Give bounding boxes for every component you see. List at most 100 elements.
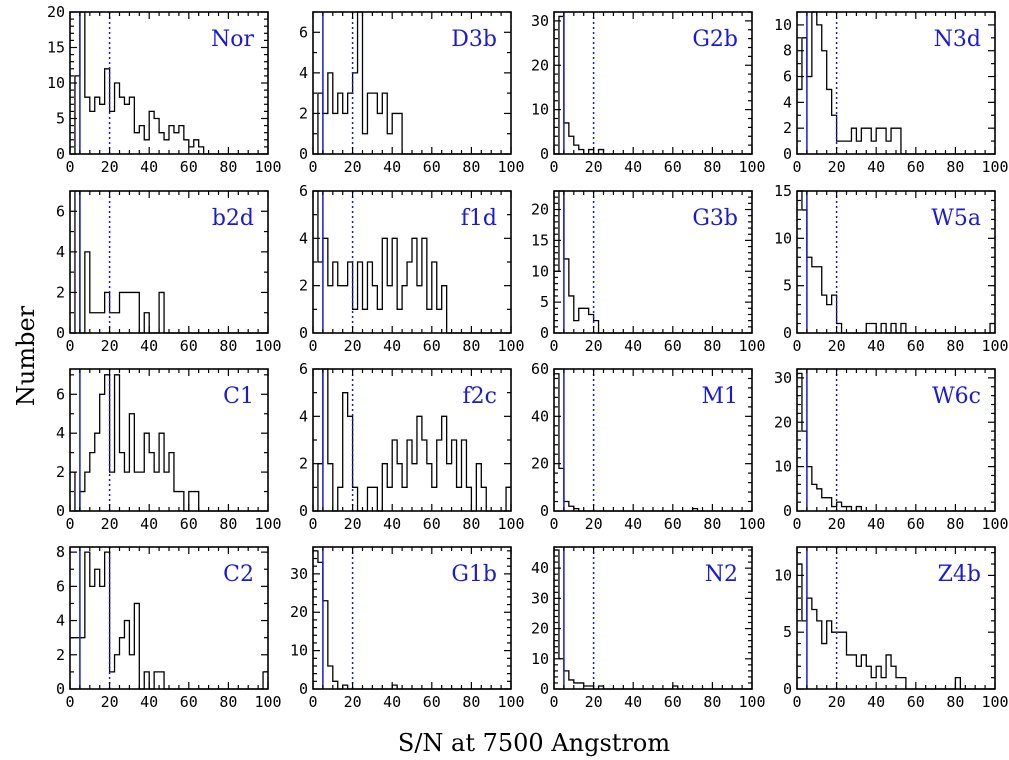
x-tick-label: 60: [180, 515, 198, 533]
panel-label: C2: [223, 562, 254, 587]
panel-f1d: 0 20 40 60 80 100 0 2 4 6 f1d: [299, 182, 525, 355]
panel-G2b: 0 20 40 60 80 100 0 10 20 30 G2b: [531, 11, 766, 176]
x-tick-label: 20: [585, 693, 603, 711]
x-tick-label: 60: [907, 515, 925, 533]
x-tick-label: 60: [664, 337, 682, 355]
x-tick-label: 80: [219, 693, 237, 711]
x-tick-label: 80: [703, 337, 721, 355]
x-tick-label: 0: [792, 515, 801, 533]
x-tick-label: 20: [344, 337, 362, 355]
y-tick-label: 20: [531, 620, 549, 638]
y-tick-label: 5: [783, 623, 792, 641]
x-tick-label: 100: [738, 337, 765, 355]
panel-Z4b: 0 20 40 60 80 100 0 5 10 Z4b: [774, 546, 1009, 711]
x-tick-label: 60: [664, 515, 682, 533]
panel-label: N3d: [934, 27, 981, 52]
x-tick-label: 20: [344, 693, 362, 711]
panel-label: f1d: [461, 206, 497, 231]
x-tick-label: 60: [664, 693, 682, 711]
x-tick-label: 40: [867, 515, 885, 533]
x-tick-label: 100: [738, 158, 765, 176]
x-tick-label: 100: [254, 337, 281, 355]
x-tick-label: 0: [792, 158, 801, 176]
x-tick-label: 80: [462, 337, 480, 355]
y-tick-label: 6: [299, 23, 308, 41]
x-tick-label: 0: [65, 515, 74, 533]
x-tick-label: 60: [907, 337, 925, 355]
y-axis-label: Number: [12, 305, 40, 406]
y-tick-label: 0: [299, 680, 308, 698]
x-tick-label: 20: [585, 337, 603, 355]
y-tick-label: 4: [56, 243, 65, 261]
y-tick-label: 2: [299, 104, 308, 122]
y-tick-label: 30: [290, 565, 308, 583]
y-tick-label: 2: [56, 646, 65, 664]
y-tick-label: 8: [56, 543, 65, 561]
x-tick-label: 20: [828, 693, 846, 711]
y-tick-label: 2: [299, 277, 308, 295]
y-tick-label: 10: [774, 566, 792, 584]
x-tick-label: 60: [180, 693, 198, 711]
y-tick-label: 15: [47, 39, 65, 57]
x-tick-label: 100: [254, 515, 281, 533]
x-tick-label: 20: [828, 337, 846, 355]
x-tick-label: 60: [664, 158, 682, 176]
x-tick-label: 20: [828, 515, 846, 533]
x-tick-label: 40: [383, 693, 401, 711]
y-tick-label: 4: [783, 93, 792, 111]
x-tick-label: 100: [497, 693, 524, 711]
y-tick-label: 15: [531, 231, 549, 249]
x-tick-label: 40: [383, 158, 401, 176]
x-tick-label: 20: [101, 515, 119, 533]
panel-label: G1b: [451, 562, 497, 587]
x-tick-label: 80: [946, 515, 964, 533]
x-tick-label: 0: [65, 337, 74, 355]
y-tick-label: 40: [531, 559, 549, 577]
x-tick-label: 60: [423, 158, 441, 176]
y-tick-label: 20: [531, 201, 549, 219]
y-tick-label: 6: [299, 360, 308, 378]
x-tick-label: 100: [738, 693, 765, 711]
y-tick-label: 30: [531, 12, 549, 30]
panel-label: f2c: [463, 384, 497, 409]
x-tick-label: 80: [946, 337, 964, 355]
x-tick-label: 20: [344, 515, 362, 533]
y-tick-label: 15: [774, 182, 792, 200]
y-tick-label: 0: [540, 145, 549, 163]
panel-C2: 0 20 40 60 80 100 0 2 4 6 8 C2: [56, 543, 282, 711]
x-tick-label: 0: [65, 693, 74, 711]
y-tick-label: 10: [531, 650, 549, 668]
y-tick-label: 20: [531, 56, 549, 74]
y-tick-label: 4: [56, 612, 65, 630]
y-tick-label: 0: [56, 502, 65, 520]
x-tick-label: 80: [219, 158, 237, 176]
y-tick-label: 0: [540, 502, 549, 520]
y-tick-label: 0: [299, 502, 308, 520]
x-tick-label: 0: [308, 158, 317, 176]
y-tick-label: 10: [47, 74, 65, 92]
x-tick-label: 80: [946, 158, 964, 176]
y-tick-label: 20: [290, 603, 308, 621]
y-tick-label: 4: [56, 424, 65, 442]
y-tick-label: 8: [783, 42, 792, 60]
x-tick-label: 20: [828, 158, 846, 176]
x-tick-label: 60: [907, 158, 925, 176]
y-tick-label: 6: [56, 202, 65, 220]
panel-b2d: 0 20 40 60 80 100 0 2 4 6 b2d: [56, 190, 282, 355]
y-tick-label: 0: [56, 324, 65, 342]
x-tick-label: 100: [738, 515, 765, 533]
y-tick-label: 0: [783, 502, 792, 520]
x-tick-label: 100: [254, 693, 281, 711]
x-tick-label: 60: [423, 515, 441, 533]
y-tick-label: 20: [774, 413, 792, 431]
x-tick-label: 80: [703, 515, 721, 533]
x-tick-label: 100: [497, 337, 524, 355]
y-tick-label: 0: [783, 680, 792, 698]
y-tick-label: 5: [783, 277, 792, 295]
panel-label: G2b: [692, 27, 738, 52]
panel-D3b: 0 20 40 60 80 100 0 2 4 6 D3b: [299, 11, 525, 176]
panel-M1: 0 20 40 60 80 100 0 20 40 60 M1: [531, 360, 766, 533]
x-tick-label: 100: [497, 158, 524, 176]
y-tick-label: 2: [299, 455, 308, 473]
panel-f2c: 0 20 40 60 80 100 0 2 4 6 f2c: [299, 360, 525, 533]
